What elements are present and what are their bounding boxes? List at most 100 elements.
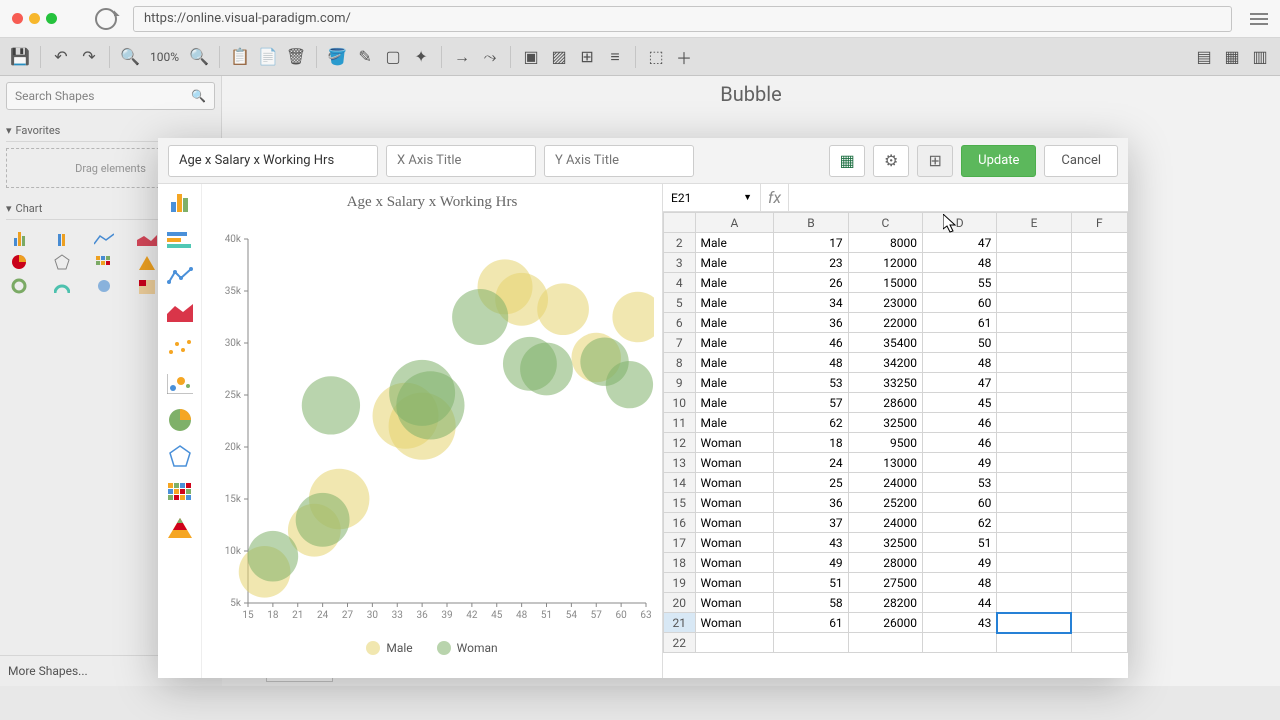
cell[interactable]: 28600 [848,393,922,413]
cell[interactable] [997,553,1071,573]
cell[interactable]: 28000 [848,553,922,573]
cell[interactable]: Woman [695,513,774,533]
excel-icon[interactable]: ▦ [829,145,865,177]
cell[interactable] [997,353,1071,373]
table-row[interactable]: 7Male463540050 [664,333,1128,353]
table-row[interactable]: 6Male362200061 [664,313,1128,333]
cell[interactable] [1071,433,1127,453]
cell[interactable]: 36 [774,493,848,513]
cell[interactable]: 15000 [848,273,922,293]
cell[interactable]: 43 [923,613,997,633]
spreadsheet-grid[interactable]: ABCDEF2Male178000473Male2312000484Male26… [663,212,1128,678]
y-axis-title-input[interactable] [544,145,694,177]
ct-pie-icon[interactable] [164,406,196,434]
cell[interactable]: 24000 [848,473,922,493]
cell[interactable] [1071,273,1127,293]
table-row[interactable]: 15Woman362520060 [664,493,1128,513]
cell[interactable]: 55 [923,273,997,293]
cell[interactable] [1071,573,1127,593]
table-row[interactable]: 9Male533325047 [664,373,1128,393]
cell[interactable]: Male [695,273,774,293]
cell[interactable]: Woman [695,453,774,473]
cell[interactable]: 26000 [848,613,922,633]
cancel-button[interactable]: Cancel [1044,145,1118,177]
ct-heatmap-icon[interactable] [164,478,196,506]
cell[interactable]: 51 [774,573,848,593]
cell[interactable] [1071,413,1127,433]
cell[interactable]: 46 [774,333,848,353]
cell[interactable]: 24 [774,453,848,473]
cell[interactable]: Woman [695,493,774,513]
legend-item[interactable]: Woman [437,641,498,655]
cell[interactable]: 23000 [848,293,922,313]
cell[interactable] [997,493,1071,513]
cell-reference[interactable]: E21▼ [663,184,761,211]
ct-bar-icon[interactable] [164,190,196,218]
cell[interactable] [997,593,1071,613]
cell[interactable]: 45 [923,393,997,413]
cell[interactable]: 60 [923,293,997,313]
table-row[interactable]: 8Male483420048 [664,353,1128,373]
cell[interactable]: 18 [774,433,848,453]
cell[interactable]: Male [695,233,774,253]
table-row[interactable]: 2Male17800047 [664,233,1128,253]
cell[interactable] [997,313,1071,333]
cell[interactable] [997,233,1071,253]
cell[interactable] [997,273,1071,293]
cell[interactable]: 47 [923,233,997,253]
cell[interactable]: 48 [923,353,997,373]
table-row[interactable]: 21Woman612600043 [664,613,1128,633]
cell[interactable]: 50 [923,333,997,353]
cell[interactable] [997,293,1071,313]
cell[interactable] [1071,353,1127,373]
cell[interactable] [997,613,1071,633]
cell[interactable] [997,513,1071,533]
cell[interactable] [1071,493,1127,513]
cell[interactable]: 22000 [848,313,922,333]
cell[interactable]: 61 [923,313,997,333]
cell[interactable] [1071,613,1127,633]
cell[interactable]: 48 [923,573,997,593]
cell[interactable]: 62 [923,513,997,533]
cell[interactable]: 57 [774,393,848,413]
cell[interactable] [997,413,1071,433]
col-header[interactable]: B [774,213,848,233]
table-row[interactable]: 13Woman241300049 [664,453,1128,473]
cell[interactable]: 34200 [848,353,922,373]
cell[interactable] [997,373,1071,393]
cell[interactable]: Woman [695,593,774,613]
update-button[interactable]: Update [961,145,1036,177]
table-row[interactable]: 17Woman433250051 [664,533,1128,553]
cell[interactable]: 47 [923,373,997,393]
cell[interactable]: Woman [695,433,774,453]
cell[interactable]: 60 [923,493,997,513]
cell[interactable]: 23 [774,253,848,273]
col-header[interactable]: E [997,213,1071,233]
cell[interactable]: Male [695,413,774,433]
cell[interactable]: Male [695,333,774,353]
cell[interactable] [1071,533,1127,553]
ct-line-icon[interactable] [164,262,196,290]
cell[interactable]: 33250 [848,373,922,393]
cell[interactable]: 49 [923,553,997,573]
cell[interactable]: 25 [774,473,848,493]
ct-scatter-icon[interactable] [164,334,196,362]
cell[interactable]: 53 [923,473,997,493]
cell[interactable]: Male [695,293,774,313]
cell[interactable] [1071,233,1127,253]
cell[interactable]: 28200 [848,593,922,613]
chart-title-input[interactable] [168,145,378,177]
cell[interactable]: 32500 [848,413,922,433]
col-header[interactable]: A [695,213,774,233]
cell[interactable] [1071,373,1127,393]
cell[interactable]: Woman [695,573,774,593]
cell[interactable]: 44 [923,593,997,613]
cell[interactable]: Male [695,353,774,373]
cell[interactable]: 9500 [848,433,922,453]
cell[interactable]: 53 [774,373,848,393]
cell[interactable]: 12000 [848,253,922,273]
cell[interactable]: 26 [774,273,848,293]
table-row[interactable]: 22 [664,633,1128,653]
cell[interactable]: 43 [774,533,848,553]
table-row[interactable]: 5Male342300060 [664,293,1128,313]
